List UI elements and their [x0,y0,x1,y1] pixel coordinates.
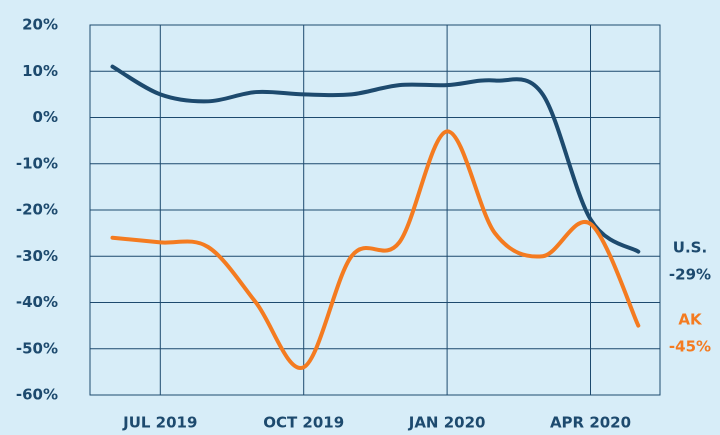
y-tick-label: -40% [16,293,58,311]
y-tick-label: -30% [16,247,58,265]
y-tick-label: 0% [33,108,58,126]
x-tick-label: JAN 2020 [408,414,486,432]
line-series [110,64,641,254]
y-tick-label: -10% [16,154,58,172]
y-tick-label: 10% [22,62,58,80]
y-tick-label: 20% [22,16,58,34]
x-tick-label: OCT 2019 [263,414,344,432]
y-tick-label: -60% [16,386,58,404]
y-tick-label: -50% [16,339,58,357]
y-tick-label: -20% [16,201,58,219]
value-label: -45% [669,338,711,356]
series-label: U.S. [673,239,707,257]
value-label: -29% [669,266,711,284]
x-tick-label: APR 2020 [550,414,631,432]
line-series [110,129,641,370]
x-tick-label: JUL 2019 [122,414,197,432]
series-label: AK [678,311,703,329]
